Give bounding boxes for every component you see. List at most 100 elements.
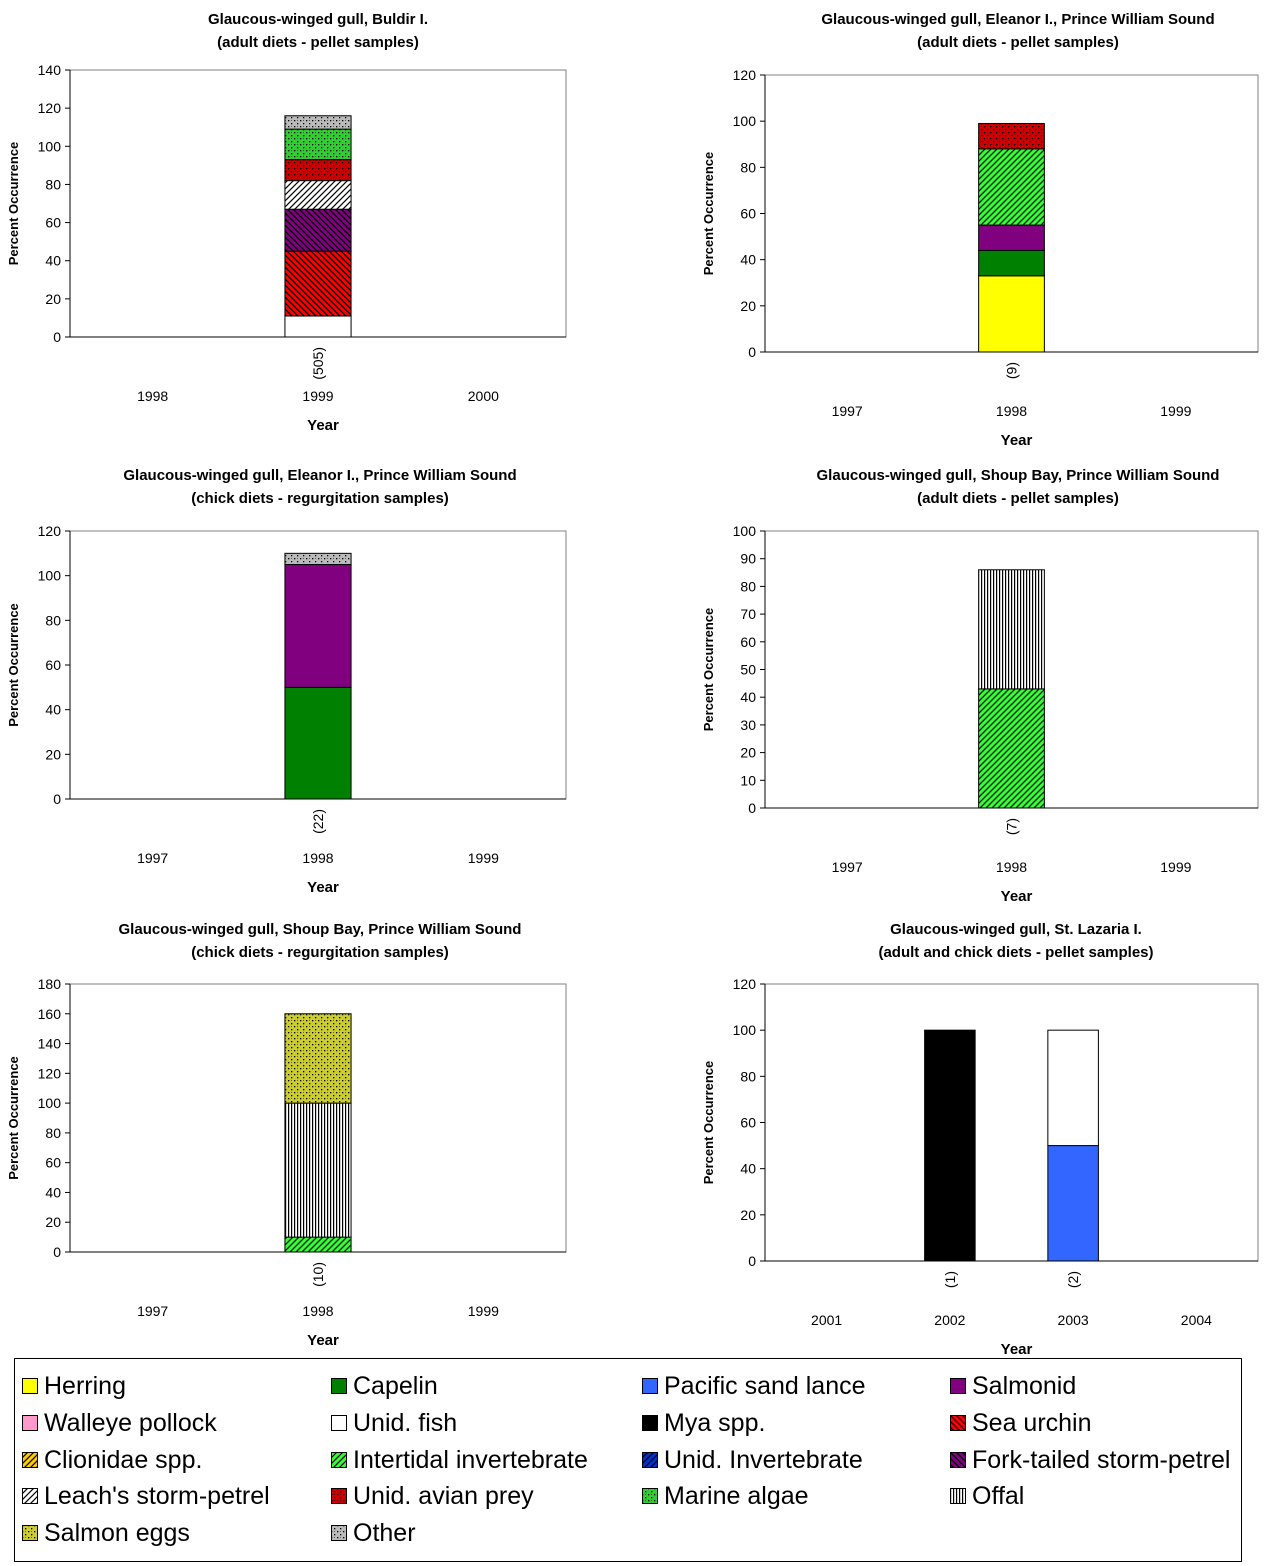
- y-tick-label: 0: [53, 329, 61, 345]
- legend-swatch: [22, 1452, 38, 1468]
- x-tick-label: 2001: [811, 1312, 842, 1328]
- y-tick-label: 120: [38, 523, 62, 539]
- x-axis-label: Year: [1001, 432, 1033, 449]
- chart-subtitle: (adult diets - pellet samples): [917, 490, 1119, 507]
- bar-segment-other: [284, 115, 352, 130]
- x-tick-label: 1997: [137, 850, 168, 866]
- y-tick-label: 160: [38, 1006, 62, 1022]
- legend-label: Walleye pollock: [44, 1409, 217, 1437]
- y-tick-label: 80: [740, 578, 756, 594]
- legend-label: Mya spp.: [664, 1409, 766, 1437]
- y-tick-label: 10: [740, 772, 756, 788]
- legend-label: Unid. Invertebrate: [664, 1446, 863, 1474]
- y-tick-label: 120: [733, 67, 757, 83]
- x-tick-label: 1998: [996, 403, 1027, 419]
- chart-4: Glaucous-winged gull, Shoup Bay, Prince …: [701, 467, 1259, 905]
- legend-swatch: [642, 1378, 658, 1394]
- y-tick-label: 30: [740, 717, 756, 733]
- x-tick-label: 1998: [302, 850, 333, 866]
- x-tick-label: 1999: [1160, 403, 1191, 419]
- x-tick-label: 2000: [468, 388, 499, 404]
- legend-swatch: [642, 1488, 658, 1504]
- legend-swatch: [950, 1378, 966, 1394]
- y-axis-label: Percent Occurrence: [701, 152, 716, 276]
- y-tick-label: 80: [45, 612, 61, 628]
- sample-size-label: (2): [1065, 1271, 1081, 1288]
- y-tick-label: 40: [45, 1184, 61, 1200]
- y-tick-label: 100: [733, 113, 757, 129]
- chart-title: Glaucous-winged gull, Shoup Bay, Prince …: [817, 467, 1220, 484]
- sample-size-label: (1): [942, 1271, 958, 1288]
- chart-5: Glaucous-winged gull, Shoup Bay, Prince …: [6, 921, 567, 1349]
- sample-size-label: (7): [1004, 818, 1020, 835]
- y-tick-label: 20: [45, 1214, 61, 1230]
- x-tick-label: 2004: [1181, 1312, 1212, 1328]
- chart-1: Glaucous-winged gull, Buldir I. (adult di…: [6, 11, 567, 434]
- y-tick-label: 80: [45, 1125, 61, 1141]
- y-tick-label: 180: [38, 976, 62, 992]
- chart-subtitle: (adult and chick diets - pellet samples): [878, 944, 1153, 961]
- charts-panel: Glaucous-winged gull, Buldir I. (adult di…: [6, 11, 1259, 1356]
- y-tick-label: 60: [740, 1115, 756, 1131]
- chart-title: Glaucous-winged gull, Shoup Bay, Prince …: [119, 921, 522, 938]
- x-tick-label: 1998: [137, 388, 168, 404]
- legend-swatch: [950, 1452, 966, 1468]
- y-tick-label: 20: [740, 1207, 756, 1223]
- y-axis-label: Percent Occurrence: [6, 603, 21, 727]
- x-axis-label: Year: [1001, 1341, 1033, 1356]
- legend: Herring Capelin Pacific sand lance Salmonid…: [14, 1358, 1242, 1562]
- x-axis-label: Year: [1001, 888, 1033, 905]
- y-tick-label: 0: [748, 800, 756, 816]
- chart-title: Glaucous-winged gull, St. Lazaria I.: [890, 921, 1142, 938]
- legend-swatch: [642, 1415, 658, 1431]
- y-tick-label: 50: [740, 662, 756, 678]
- legend-label: Leach's storm-petrel: [44, 1482, 270, 1510]
- legend-swatch: [22, 1488, 38, 1504]
- plot-area: [764, 983, 1259, 1262]
- y-tick-label: 60: [45, 657, 61, 673]
- legend-label: Offal: [972, 1482, 1025, 1510]
- y-tick-label: 20: [45, 746, 61, 762]
- legend-label: Clionidae spp.: [44, 1446, 203, 1474]
- bar-segment-intertidal-invertebrate: [978, 148, 1045, 226]
- x-axis-label: Year: [307, 879, 339, 896]
- x-tick-label: 2003: [1058, 1312, 1089, 1328]
- bar-segment-salmon-eggs: [284, 1013, 352, 1104]
- chart-6: Glaucous-winged gull, St. Lazaria I. (adu…: [701, 921, 1259, 1356]
- legend-label: Fork-tailed storm-petrel: [972, 1446, 1231, 1474]
- y-tick-label: 60: [740, 634, 756, 650]
- legend-swatch: [22, 1378, 38, 1394]
- y-axis-label: Percent Occurrence: [701, 608, 716, 732]
- bar-segment-capelin: [978, 249, 1045, 277]
- y-tick-label: 100: [733, 523, 757, 539]
- bar-segment-intertidal-invertebrate: [284, 1236, 352, 1253]
- chart-2: Glaucous-winged gull, Eleanor I., Prince…: [701, 11, 1259, 449]
- x-tick-label: 1997: [137, 1303, 168, 1319]
- chart-subtitle: (chick diets - regurgitation samples): [191, 490, 449, 507]
- x-axis-label: Year: [307, 1332, 339, 1349]
- y-tick-label: 60: [45, 1155, 61, 1171]
- y-tick-label: 40: [740, 252, 756, 268]
- bar-segment-salmonid: [978, 224, 1045, 251]
- bar-segment-unid-fish: [284, 315, 352, 338]
- x-tick-label: 1997: [832, 859, 863, 875]
- legend-label: Capelin: [353, 1372, 438, 1400]
- y-tick-label: 0: [748, 1253, 756, 1269]
- y-tick-label: 0: [53, 791, 61, 807]
- x-tick-label: 1999: [468, 850, 499, 866]
- sample-size-label: (22): [310, 809, 326, 834]
- legend-label: Unid. avian prey: [353, 1482, 534, 1510]
- legend-label: Pacific sand lance: [664, 1372, 866, 1400]
- bar-segment-capelin: [284, 686, 352, 800]
- y-axis-label: Percent Occurrence: [701, 1061, 716, 1185]
- y-tick-label: 80: [45, 176, 61, 192]
- bar-segment-salmonid: [284, 564, 352, 688]
- legend-swatch: [331, 1488, 347, 1504]
- legend-swatch: [950, 1415, 966, 1431]
- bar-segment-other: [284, 552, 352, 565]
- legend-label: Herring: [44, 1372, 126, 1400]
- x-tick-label: 1997: [832, 403, 863, 419]
- x-axis-label: Year: [307, 417, 339, 434]
- y-tick-label: 40: [45, 253, 61, 269]
- sample-size-label: (505): [310, 347, 326, 380]
